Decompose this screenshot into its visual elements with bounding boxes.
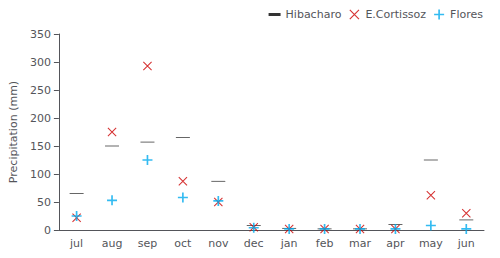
svg-text:300: 300 xyxy=(30,56,51,69)
svg-text:0: 0 xyxy=(44,224,51,237)
svg-text:sep: sep xyxy=(138,237,157,250)
svg-text:jun: jun xyxy=(457,237,475,250)
svg-text:E.Cortissoz: E.Cortissoz xyxy=(365,8,426,21)
svg-text:100: 100 xyxy=(30,168,51,181)
svg-text:150: 150 xyxy=(30,140,51,153)
svg-text:250: 250 xyxy=(30,84,51,97)
svg-text:jul: jul xyxy=(69,237,83,250)
svg-text:Flores: Flores xyxy=(450,8,483,21)
svg-text:jan: jan xyxy=(280,237,298,250)
svg-text:oct: oct xyxy=(174,237,192,250)
svg-text:feb: feb xyxy=(316,237,334,250)
svg-text:200: 200 xyxy=(30,112,51,125)
svg-text:Precipitation (mm): Precipitation (mm) xyxy=(7,81,20,183)
svg-text:may: may xyxy=(419,237,443,250)
svg-text:350: 350 xyxy=(30,28,51,41)
svg-text:aug: aug xyxy=(102,237,123,250)
svg-text:nov: nov xyxy=(208,237,229,250)
svg-text:Hibacharo: Hibacharo xyxy=(286,8,342,21)
svg-text:mar: mar xyxy=(349,237,371,250)
svg-text:dec: dec xyxy=(244,237,264,250)
svg-text:apr: apr xyxy=(386,237,405,250)
svg-text:50: 50 xyxy=(37,196,51,209)
